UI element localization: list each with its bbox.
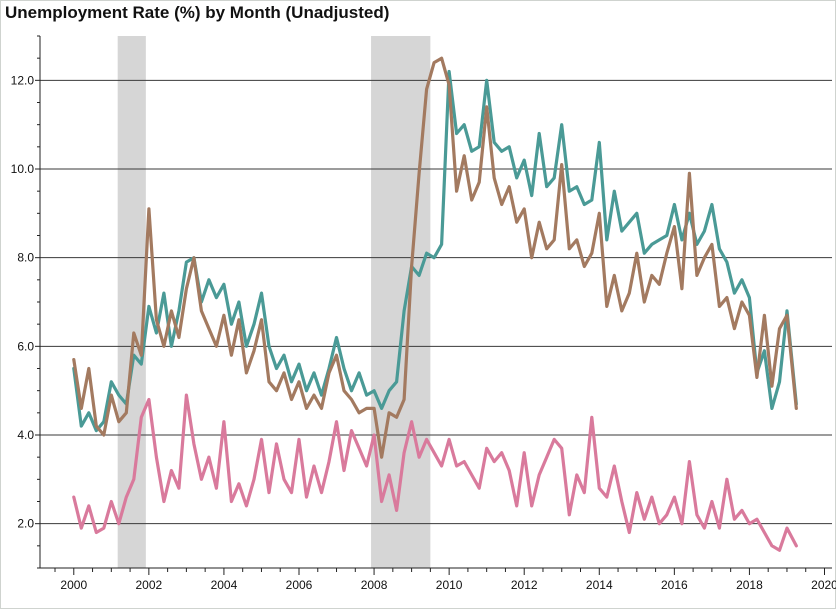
series-lines — [72, 56, 798, 552]
y-tick-label: 12.0 — [11, 73, 35, 87]
x-tick-label: 2008 — [361, 578, 388, 592]
series-line-2 — [72, 56, 798, 459]
x-tick-label: 2016 — [661, 578, 688, 592]
x-tick-label: 2018 — [736, 578, 763, 592]
x-tick-label: 2020 — [811, 578, 836, 592]
chart-title: Unemployment Rate (%) by Month (Unadjust… — [5, 3, 390, 22]
x-tick-label: 2014 — [586, 578, 613, 592]
x-tick-label: 2012 — [511, 578, 538, 592]
gridlines — [40, 79, 832, 525]
axes: 2.0 4.0 6.0 8.0 10.0 12.0 2000 2002 2004 2006 2008… — [11, 35, 836, 592]
x-tick-label: 2002 — [136, 578, 163, 592]
x-tick-label: 2000 — [60, 578, 87, 592]
series-line-1 — [72, 69, 798, 433]
y-tick-label: 6.0 — [17, 339, 34, 353]
x-tick-label: 2006 — [286, 578, 313, 592]
y-tick-label: 8.0 — [17, 251, 34, 265]
y-tick-label: 10.0 — [11, 162, 35, 176]
x-tick-label: 2004 — [211, 578, 238, 592]
series-line-3 — [72, 393, 798, 552]
recession-band-1 — [117, 36, 146, 568]
x-tick-label: 2010 — [436, 578, 463, 592]
y-tick-label: 4.0 — [17, 428, 34, 442]
y-tick-label: 2.0 — [17, 517, 34, 531]
